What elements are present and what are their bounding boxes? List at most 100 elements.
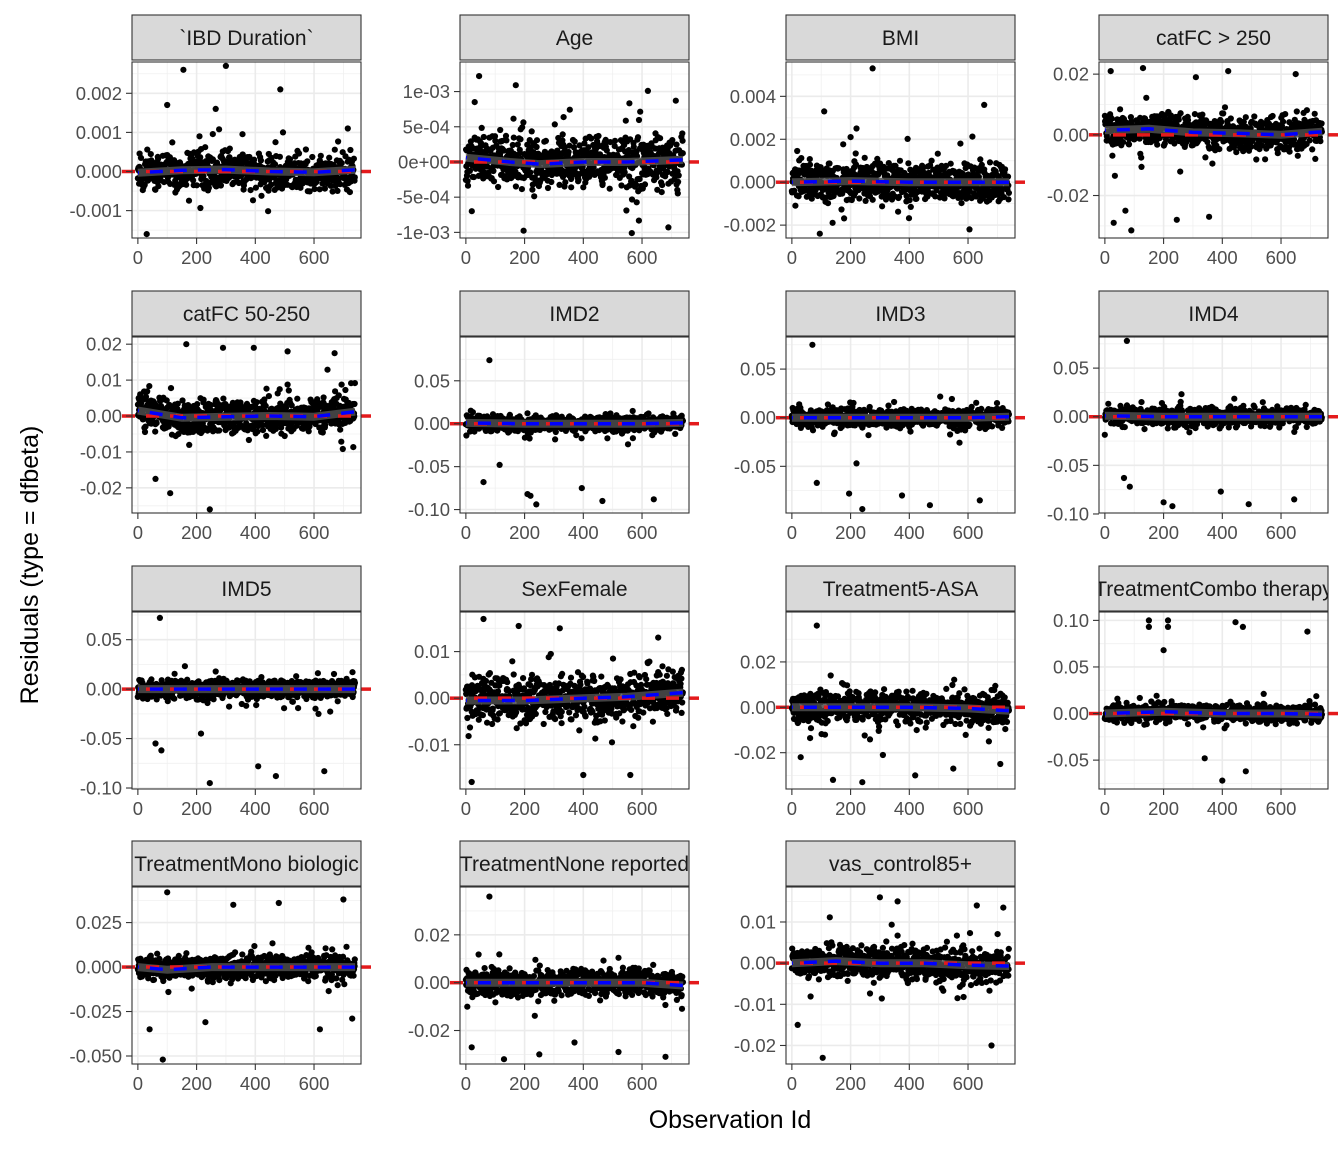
data-point bbox=[1108, 115, 1115, 122]
data-point bbox=[351, 380, 358, 387]
outlier-point bbox=[527, 492, 534, 499]
data-point bbox=[544, 184, 552, 192]
data-point bbox=[351, 174, 358, 181]
data-point bbox=[1269, 112, 1276, 120]
data-point bbox=[580, 184, 587, 191]
data-point bbox=[305, 428, 312, 435]
data-point bbox=[1109, 152, 1116, 159]
data-point bbox=[309, 153, 316, 161]
data-point bbox=[197, 204, 204, 212]
data-point bbox=[337, 181, 344, 188]
data-point bbox=[1318, 120, 1325, 127]
data-point bbox=[141, 428, 149, 436]
data-point bbox=[806, 156, 813, 163]
data-point bbox=[239, 151, 246, 158]
data-point bbox=[611, 143, 618, 150]
data-point bbox=[1120, 139, 1127, 146]
data-point bbox=[246, 153, 253, 161]
y-tick-label: -0.002 bbox=[724, 215, 776, 236]
data-point bbox=[1233, 149, 1240, 156]
x-tick-label: 0 bbox=[461, 247, 471, 268]
data-point bbox=[335, 138, 342, 145]
data-point bbox=[552, 436, 559, 443]
data-point bbox=[327, 182, 334, 189]
data-point bbox=[342, 386, 349, 394]
y-tick-label: 0.01 bbox=[86, 370, 122, 391]
x-tick-label: 600 bbox=[1266, 247, 1297, 268]
data-point bbox=[209, 131, 216, 138]
data-point bbox=[1306, 137, 1313, 144]
panels-layer: `IBD Duration`0 200 400 600-0.0010.0000.001… bbox=[70, 14, 1338, 1094]
data-point bbox=[337, 426, 344, 433]
data-point bbox=[334, 187, 341, 194]
x-tick-label: 600 bbox=[627, 247, 658, 268]
data-point bbox=[497, 126, 504, 134]
data-point bbox=[294, 395, 301, 402]
facet-panel: `IBD Duration`0 200 400 600-0.0010.0000.001… bbox=[70, 14, 371, 268]
data-point bbox=[1209, 160, 1216, 167]
data-point bbox=[637, 108, 644, 115]
data-point bbox=[510, 134, 517, 141]
data-point bbox=[838, 206, 845, 213]
data-point bbox=[502, 132, 510, 139]
reference-lines bbox=[460, 153, 689, 169]
facet-title: IMD3 bbox=[875, 303, 925, 326]
y-tick-label: 0.004 bbox=[730, 86, 776, 107]
data-point bbox=[468, 208, 475, 215]
data-point bbox=[249, 197, 257, 204]
data-point bbox=[339, 445, 346, 453]
y-tick-label: 0.001 bbox=[76, 122, 122, 143]
data-point bbox=[1242, 114, 1249, 121]
data-point bbox=[216, 126, 223, 133]
data-point bbox=[531, 193, 538, 200]
outlier-point bbox=[869, 65, 876, 72]
data-point bbox=[239, 131, 246, 138]
data-point bbox=[1216, 146, 1223, 153]
data-point bbox=[1280, 118, 1287, 125]
panel-border bbox=[131, 336, 362, 514]
smooth-line bbox=[137, 167, 356, 175]
data-point bbox=[542, 137, 550, 144]
data-point bbox=[632, 181, 640, 188]
outlier-point bbox=[847, 134, 854, 141]
data-point bbox=[155, 155, 162, 163]
x-tick-label: 400 bbox=[240, 522, 271, 543]
data-point bbox=[1117, 106, 1124, 113]
y-tick-label: -5e-04 bbox=[397, 187, 450, 208]
data-point bbox=[174, 400, 181, 407]
outlier-point bbox=[628, 230, 635, 237]
data-point bbox=[1177, 168, 1184, 175]
outlier-point bbox=[578, 485, 585, 492]
data-point bbox=[905, 215, 913, 222]
data-point bbox=[1251, 113, 1258, 120]
data-point bbox=[245, 436, 252, 444]
data-point bbox=[1221, 104, 1229, 111]
data-point bbox=[1317, 138, 1324, 145]
data-point bbox=[528, 128, 535, 135]
data-point bbox=[861, 154, 868, 161]
data-point bbox=[604, 435, 611, 442]
x-tick-label: 200 bbox=[181, 247, 212, 268]
data-point bbox=[520, 119, 527, 126]
data-point bbox=[1303, 107, 1310, 114]
data-point bbox=[466, 167, 473, 174]
data-point bbox=[1184, 117, 1192, 124]
data-point bbox=[226, 145, 233, 152]
data-point bbox=[809, 427, 817, 434]
data-point bbox=[603, 147, 610, 154]
data-point bbox=[285, 387, 292, 394]
facet-strip bbox=[131, 290, 362, 337]
data-point bbox=[519, 124, 526, 131]
data-point bbox=[286, 156, 294, 163]
data-point bbox=[320, 394, 327, 401]
data-point bbox=[321, 185, 328, 192]
data-point bbox=[824, 401, 832, 408]
data-point bbox=[331, 146, 338, 153]
data-point bbox=[1293, 108, 1300, 115]
data-point bbox=[1286, 148, 1293, 155]
outlier-point bbox=[665, 224, 672, 231]
x-tick-label: 400 bbox=[1207, 247, 1238, 268]
outlier-point bbox=[250, 344, 257, 351]
outlier-point bbox=[512, 82, 519, 89]
